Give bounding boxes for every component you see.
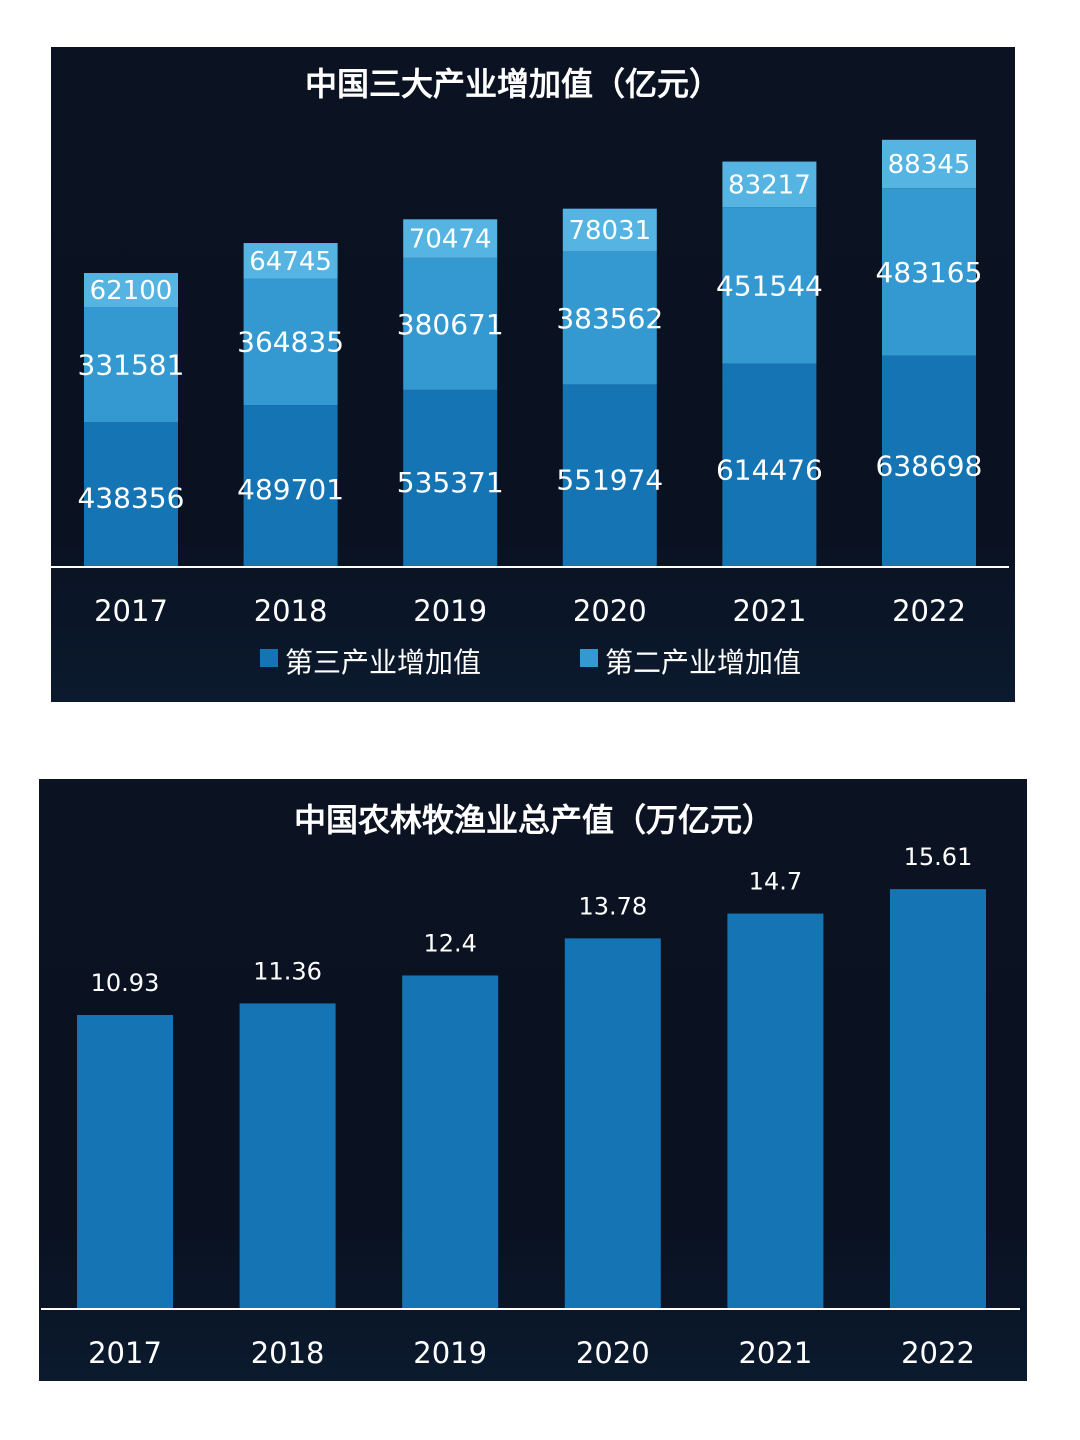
- bar-top-2022: [882, 139, 976, 189]
- bar-top-2017: [84, 273, 178, 307]
- bar-secondary-2017: [84, 307, 178, 422]
- label-2020: 13.78: [578, 892, 647, 920]
- label-top-2018: 64745: [249, 247, 332, 277]
- label-secondary-2019: 380671: [397, 308, 504, 341]
- label-2021: 14.7: [749, 868, 802, 896]
- x-tick-2017: 2017: [88, 1336, 162, 1370]
- label-secondary-2018: 364835: [237, 326, 344, 359]
- legend-swatch-secondary: [580, 649, 598, 667]
- bar-top-2021: [722, 161, 817, 208]
- label-tertiary-2017: 438356: [78, 481, 185, 514]
- x-tick-2021: 2021: [732, 594, 806, 628]
- bar-tertiary-2017: [84, 422, 178, 567]
- industry-value-chart-panel: 中国三大产业增加值（亿元） 438356 331581 62100 489701 364…: [51, 47, 1015, 702]
- legend-label-tertiary: 第三产业增加值: [285, 646, 481, 679]
- label-2018: 11.36: [253, 957, 322, 985]
- bar-2022: [890, 889, 986, 1309]
- agriculture-output-chart: 中国农林牧渔业总产值（万亿元） 10.93 11.3612.413.7814.71…: [41, 801, 1020, 1370]
- label-2019: 12.4: [423, 929, 476, 957]
- bar-2018: [239, 1003, 336, 1309]
- bar-secondary-2022: [882, 188, 976, 356]
- bar-secondary-2019: [403, 257, 498, 390]
- bar-2020: [564, 938, 661, 1309]
- label-tertiary-2021: 614476: [716, 453, 823, 486]
- label-secondary-2022: 483165: [876, 256, 983, 289]
- label-top-2022: 88345: [888, 150, 971, 180]
- legend-swatch-tertiary: [260, 649, 278, 667]
- chart2-bars: [77, 889, 986, 1309]
- x-tick-2019: 2019: [413, 1336, 487, 1370]
- chart1-bars: [84, 139, 976, 567]
- bar-tertiary-2018: [243, 405, 338, 567]
- bar-secondary-2018: [243, 278, 338, 406]
- x-tick-2021: 2021: [738, 1336, 812, 1370]
- industry-value-chart: 中国三大产业增加值（亿元） 438356 331581 62100 489701 364…: [51, 65, 1009, 679]
- x-tick-2017: 2017: [94, 594, 168, 628]
- bar-top-2020: [562, 208, 657, 252]
- agriculture-output-chart-panel: 中国农林牧渔业总产值（万亿元） 10.93 11.36 12.4 13.78 14.7 1…: [39, 779, 1027, 1381]
- label-top-2017: 62100: [90, 276, 173, 306]
- legend-label-secondary: 第二产业增加值: [605, 646, 801, 679]
- chart2-title: 中国农林牧渔业总产值（万亿元）: [294, 801, 774, 839]
- label-tertiary-2018: 489701: [237, 473, 344, 506]
- bar-secondary-2020: [562, 251, 657, 385]
- x-tick-2018: 2018: [254, 594, 328, 628]
- chart1-x-tick-labels: 2017 2018 2019 2020 2021 2022: [94, 594, 966, 628]
- bar-top-2019: [403, 219, 498, 258]
- label-tertiary-2019: 535371: [397, 466, 504, 499]
- label-tertiary-2022: 638698: [876, 450, 983, 483]
- x-tick-2018: 2018: [251, 1336, 325, 1370]
- chart2-x-tick-labels: 2017 2018 2019 2020 2021 2022: [88, 1336, 975, 1370]
- x-tick-2022: 2022: [901, 1336, 975, 1370]
- chart1-legend: 第三产业增加值 第二产业增加值: [260, 646, 801, 679]
- x-tick-2022: 2022: [892, 594, 966, 628]
- x-tick-2020: 2020: [573, 594, 647, 628]
- label-2017: 10.93: [91, 969, 160, 997]
- bar-tertiary-2022: [882, 355, 976, 567]
- chart1-data-labels: 438356 331581 62100 489701 364835 64745 535371…: [78, 150, 983, 514]
- bar-2019: [402, 975, 499, 1309]
- x-tick-2019: 2019: [413, 594, 487, 628]
- bar-secondary-2021: [722, 207, 817, 364]
- bar-2021: [727, 913, 824, 1309]
- label-tertiary-2020: 551974: [556, 463, 663, 496]
- label-top-2019: 70474: [409, 225, 492, 255]
- bar-tertiary-2020: [562, 384, 657, 567]
- bar-tertiary-2021: [722, 363, 817, 567]
- bar-top-2018: [243, 243, 338, 279]
- label-secondary-2021: 451544: [716, 269, 823, 302]
- chart1-title: 中国三大产业增加值（亿元）: [305, 65, 721, 103]
- bar-tertiary-2019: [403, 389, 498, 567]
- label-top-2021: 83217: [728, 170, 811, 200]
- chart2-data-labels: 10.93 11.36 12.4 13.78 14.7 15.61: [91, 843, 973, 997]
- label-top-2020: 78031: [568, 216, 651, 246]
- x-tick-2020: 2020: [576, 1336, 650, 1370]
- label-2022: 15.61: [904, 843, 973, 871]
- label-secondary-2020: 383562: [556, 302, 663, 335]
- bar-2017: [77, 1015, 173, 1309]
- label-secondary-2017: 331581: [78, 349, 185, 382]
